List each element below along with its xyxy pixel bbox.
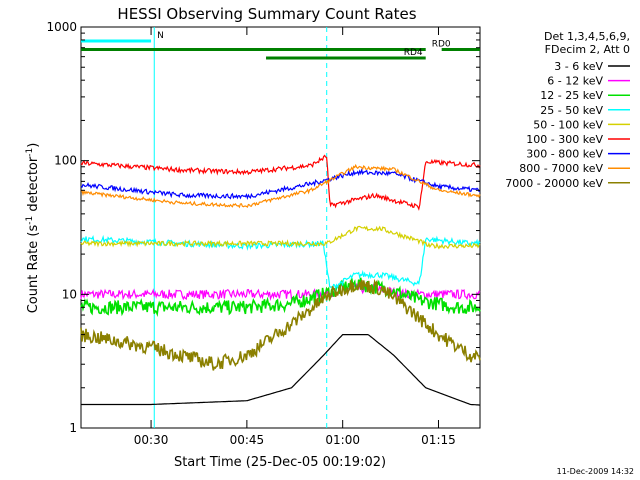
legend-label-4: 50 - 100 keV — [533, 118, 603, 131]
y-axis-label-main: Count Rate (s — [26, 225, 41, 314]
legend-label-6: 300 - 800 keV — [526, 148, 603, 161]
footer-date: 11-Dec-2009 14:32 — [557, 467, 634, 476]
legend-label-1: 6 - 12 keV — [547, 75, 603, 88]
series-line-7 — [81, 163, 481, 209]
legend-label-5: 100 - 300 keV — [526, 133, 603, 146]
series-line-2 — [80, 277, 481, 317]
x-axis-label: Start Time (25-Dec-05 00:19:02) — [174, 455, 386, 470]
x-tick-label-2: 01:00 — [325, 433, 360, 447]
y-tick-label-1: 10 — [62, 287, 77, 301]
attenuator-lines — [153, 27, 328, 428]
legend-header-line-1: Det 1,3,4,5,6,9, — [544, 30, 630, 43]
flag-label-N: N — [157, 31, 164, 41]
legend-header-line-2: FDecim 2, Att 0 — [545, 43, 630, 56]
x-tick-label-0: 00:30 — [134, 433, 169, 447]
chart-title: HESSI Observing Summary Count Rates — [117, 5, 416, 23]
plot-area-frame — [80, 26, 481, 429]
legend-label-8: 7000 - 20000 keV — [505, 177, 603, 190]
y-axis-label: Count Rate (s-1 detector-1) — [25, 143, 41, 314]
legend-label-7: 800 - 7000 keV — [519, 162, 603, 175]
y-tick-label-0: 1 — [69, 421, 77, 435]
flag-label-RD4: RD4 — [404, 48, 423, 58]
series-line-3 — [80, 234, 481, 291]
series-6 — [80, 167, 481, 200]
legend-label-3: 25 - 50 keV — [540, 104, 603, 117]
y-axis-label-sup1: -1 — [25, 216, 35, 225]
observing-flags: N RD0 RD4 — [81, 31, 480, 60]
series-layer — [80, 154, 481, 406]
legend-label-0: 3 - 6 keV — [554, 60, 603, 73]
series-5 — [80, 154, 481, 211]
series-4 — [80, 225, 481, 250]
y-tick-label-3: 1000 — [46, 20, 77, 34]
y-axis-label-sup2: -1 — [25, 148, 35, 157]
legend-label-2: 12 - 25 keV — [540, 89, 603, 102]
series-8 — [80, 278, 481, 371]
series-line-5 — [80, 154, 481, 211]
series-3 — [80, 234, 481, 291]
y-tick-label-2: 100 — [54, 154, 77, 168]
series-line-0 — [81, 334, 481, 406]
x-tick-label-1: 00:45 — [230, 433, 265, 447]
x-tick-label-3: 01:15 — [421, 433, 456, 447]
y-axis-label-mid: detector — [26, 156, 41, 216]
y-axis-label-end: ) — [26, 143, 41, 148]
series-line-4 — [80, 225, 481, 250]
series-line-8 — [80, 278, 481, 371]
flag-label-RD0: RD0 — [432, 40, 451, 50]
axes: 00:30 00:45 01:00 01:15 1 10 100 1000 — [46, 20, 480, 447]
series-7 — [81, 163, 481, 209]
series-line-6 — [80, 167, 481, 200]
legend: Det 1,3,4,5,6,9, FDecim 2, Att 0 3 - 6 k… — [505, 30, 630, 190]
series-0 — [81, 334, 481, 406]
series-2 — [80, 277, 481, 317]
